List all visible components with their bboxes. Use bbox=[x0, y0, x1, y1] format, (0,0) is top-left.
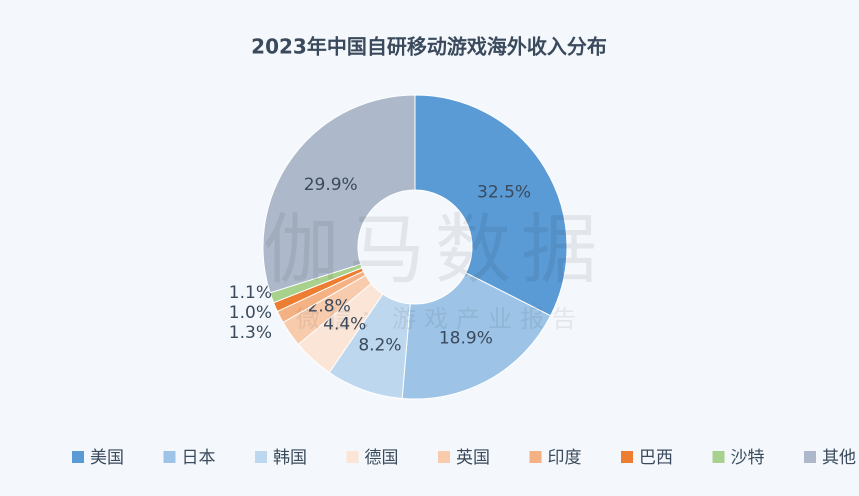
legend-swatch bbox=[346, 451, 359, 463]
legend-swatch bbox=[804, 451, 816, 463]
legend-swatch bbox=[529, 451, 542, 463]
data-label: 1.1% bbox=[229, 283, 272, 303]
legend-swatch bbox=[712, 451, 725, 463]
legend-swatch bbox=[438, 451, 450, 463]
data-label: 18.9% bbox=[439, 328, 493, 348]
legend-swatch bbox=[255, 451, 267, 463]
legend-label: 美国 bbox=[90, 448, 124, 468]
data-label: 32.5% bbox=[477, 182, 531, 202]
legend-swatch bbox=[72, 451, 84, 463]
legend-label: 印度 bbox=[548, 448, 582, 468]
data-label: 8.2% bbox=[358, 335, 401, 355]
data-label: 29.9% bbox=[304, 175, 358, 195]
watermark-title: 伽马数据 bbox=[263, 205, 607, 294]
watermark-subtitle: 微信：游戏产业报告 bbox=[296, 305, 584, 333]
donut-slice bbox=[414, 94, 568, 317]
data-label: 4.4% bbox=[323, 314, 366, 334]
legend-label: 沙特 bbox=[731, 448, 765, 468]
legend-label: 英国 bbox=[456, 448, 490, 468]
data-label: 1.3% bbox=[229, 323, 272, 343]
legend-swatch bbox=[163, 451, 176, 463]
legend-label: 其他 bbox=[822, 448, 856, 468]
data-label: 1.0% bbox=[229, 303, 272, 323]
legend-label: 巴西 bbox=[639, 448, 673, 468]
donut-slice bbox=[401, 272, 552, 400]
donut-slice bbox=[262, 94, 416, 294]
chart-title: 2023年中国自研移动游戏海外收入分布 bbox=[251, 35, 607, 59]
legend-label: 日本 bbox=[182, 448, 216, 468]
legend-label: 德国 bbox=[365, 448, 399, 468]
legend-label: 韩国 bbox=[273, 448, 307, 468]
legend-swatch bbox=[621, 451, 633, 463]
